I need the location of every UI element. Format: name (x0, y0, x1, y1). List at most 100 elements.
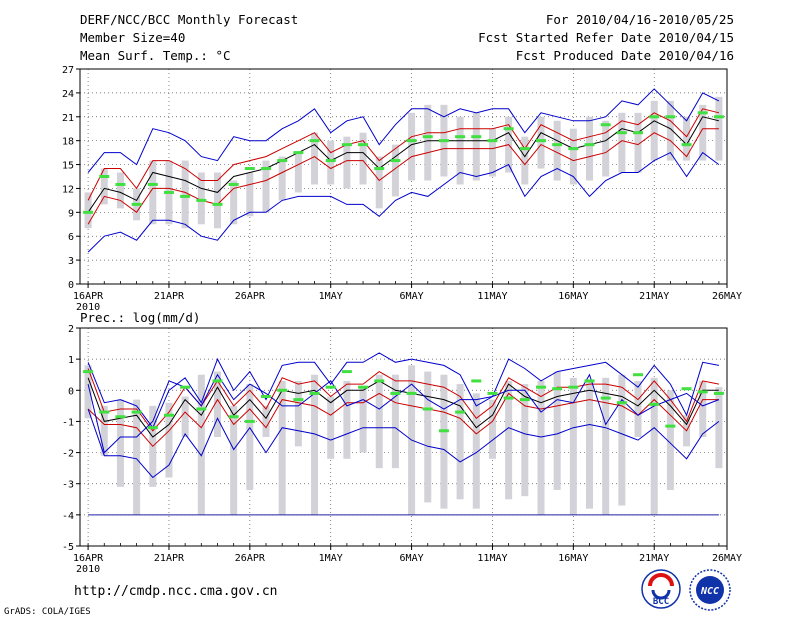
temp-ytick-label: 18 (62, 137, 74, 148)
prec-ytick-label: 1 (68, 355, 74, 366)
prec-series-mean (87, 377, 719, 438)
temp-bar-12 (262, 160, 270, 213)
temp-bar-14 (294, 152, 302, 193)
temp-bar-18 (359, 132, 367, 185)
temp-xtick-label: 26MAY (712, 291, 742, 302)
prec-xtick-label: 26APR (235, 553, 266, 564)
temp-bar-37 (666, 100, 674, 161)
temp-xtick-label: 11MAY (477, 291, 507, 302)
temp-bar-36 (650, 100, 658, 161)
temp-series-min (87, 151, 720, 253)
prec-bar-1 (84, 365, 92, 419)
prec-bar-40 (715, 387, 723, 469)
temp-frame (79, 68, 728, 285)
temp-bar-1 (84, 192, 92, 229)
temp-bar-5 (149, 160, 157, 225)
temp-xtick-label: 1MAY (319, 291, 343, 302)
prec-bar-32 (586, 380, 594, 509)
prec-bar-7 (181, 396, 189, 437)
prec-bar-35 (634, 380, 642, 437)
temp-bar-20 (391, 144, 399, 197)
temp-xtick-label: 16MAY (558, 291, 588, 302)
prec-ytick-label: -1 (62, 417, 74, 428)
prec-ytick-label: -2 (62, 449, 74, 460)
temp-bar-10 (230, 180, 238, 225)
temp-bar-17 (343, 136, 351, 189)
temp-series-max (87, 88, 720, 173)
prec-bar-4 (133, 399, 141, 515)
prec-ytick-label: -3 (62, 480, 74, 491)
chart-title: DERF/NCC/BCC Monthly Forecast (80, 12, 299, 27)
prec-bar-14 (294, 380, 302, 447)
temp-bar-38 (683, 116, 691, 161)
prec-bar-10 (230, 405, 238, 515)
temp-ytick-label: 9 (68, 208, 74, 219)
ncc-logo-text: NCC (700, 586, 719, 597)
prec-bar-25 (472, 393, 480, 509)
prec-series-segment (87, 373, 720, 454)
temp-ytick-label: 27 (62, 65, 74, 76)
temp-xtick-label: 26APR (235, 291, 266, 302)
prec-bar-30 (553, 371, 561, 490)
prec-bar-27 (505, 380, 513, 500)
member-size-label: Member Size=40 (80, 30, 186, 45)
prec-bar-22 (424, 371, 432, 503)
prec-bar-33 (602, 377, 610, 515)
temp-bar-19 (375, 156, 383, 209)
temp-series-upper (87, 108, 720, 201)
bcc-logo: BCC (641, 569, 681, 609)
precipitation-title: Prec.: log(mm/d) (80, 310, 200, 325)
temp-xtick-label: 21APR (154, 291, 185, 302)
temp-bar-11 (246, 172, 254, 217)
prec-bar-26 (488, 399, 496, 459)
temp-bar-40 (715, 96, 723, 161)
prec-xtick-label: 11MAY (477, 553, 507, 564)
temp-bar-16 (327, 140, 335, 185)
prec-frame (79, 327, 728, 547)
temp-bar-21 (408, 112, 416, 181)
temp-bar-2 (100, 168, 108, 205)
prec-xtick-label: 21APR (154, 553, 185, 564)
prec-bar-18 (359, 387, 367, 453)
prec-xtick-label: 21MAY (639, 553, 669, 564)
prec-bar-6 (165, 402, 173, 478)
temp-bar-29 (537, 116, 545, 169)
prec-bar-12 (262, 405, 270, 437)
prec-xtick-label: 1MAY (319, 553, 343, 564)
source-url: http://cmdp.ncc.cma.gov.cn (74, 584, 278, 599)
temp-bar-30 (553, 120, 561, 181)
prec-bar-9 (213, 371, 221, 437)
prec-bar-36 (650, 377, 658, 515)
temp-xtick-label: 21MAY (639, 291, 669, 302)
forecast-period-label: For 2010/04/16-2010/05/25 (545, 12, 734, 27)
prec-bar-15 (311, 374, 319, 515)
temp-bar-8 (197, 172, 205, 225)
ncc-logo: NCC (689, 569, 731, 611)
prec-ytick-label: -5 (62, 542, 74, 553)
temp-ytick-label: 0 (68, 280, 74, 291)
prec-bar-2 (100, 405, 108, 456)
temp-xtick-year: 2010 (76, 302, 100, 313)
temp-ytick-label: 6 (68, 232, 74, 243)
temp-bar-28 (521, 136, 529, 185)
temp-bar-39 (699, 104, 707, 161)
temp-ytick-label: 12 (62, 184, 74, 195)
prec-bar-29 (537, 380, 545, 515)
temp-bar-9 (213, 172, 221, 229)
prec-bar-23 (440, 374, 448, 509)
prec-xtick-label: 26MAY (712, 553, 742, 564)
prec-bar-13 (278, 380, 286, 515)
prec-bar-17 (343, 380, 351, 459)
temp-xtick-label: 6MAY (400, 291, 424, 302)
temp-bar-26 (488, 128, 496, 177)
prec-bar-24 (456, 384, 464, 500)
prec-bar-11 (246, 384, 254, 490)
prec-series-lower (87, 392, 719, 448)
prec-bar-28 (521, 384, 529, 497)
prec-bar-31 (569, 377, 577, 515)
temp-bar-34 (618, 112, 626, 173)
prec-bar-8 (197, 374, 205, 515)
temp-bar-7 (181, 160, 189, 229)
